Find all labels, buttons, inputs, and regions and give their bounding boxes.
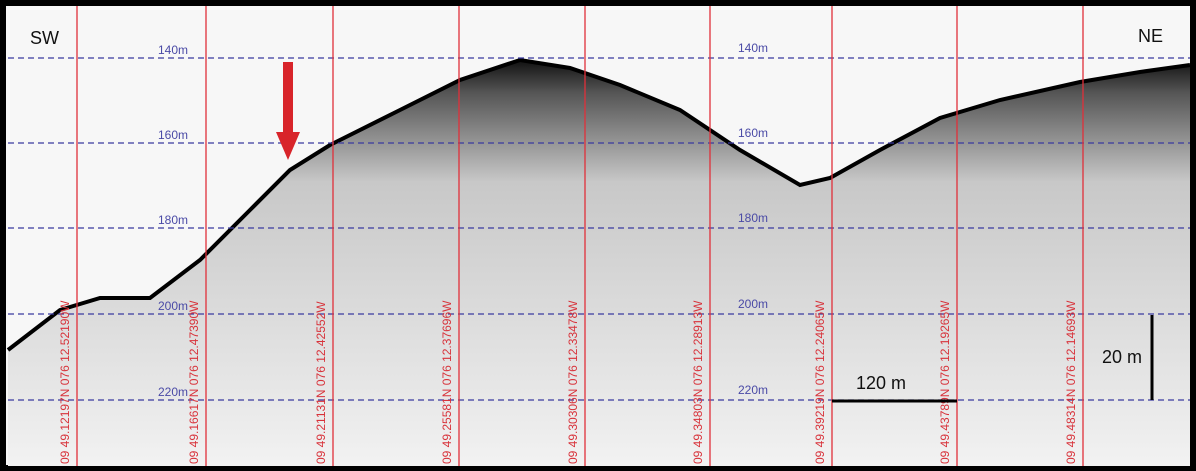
depth-label: 140m bbox=[738, 41, 768, 55]
track-label: 09 49.43789N 076 12.19265W bbox=[938, 300, 952, 464]
depth-label: 180m bbox=[738, 211, 768, 225]
track-label: 09 49.48314N 076 12.14693W bbox=[1064, 300, 1078, 464]
track-label: 09 49.21131N 076 12.42552W bbox=[314, 301, 328, 464]
depth-label: 220m bbox=[738, 383, 768, 397]
depth-label: 160m bbox=[158, 128, 188, 142]
depth-label: 180m bbox=[158, 213, 188, 227]
track-label: 09 49.34803N 076 12.28913W bbox=[691, 300, 705, 464]
page: {"direction_labels": {"left": "SW", "rig… bbox=[0, 0, 1196, 471]
direction-right: NE bbox=[1138, 26, 1163, 46]
depth-label: 200m bbox=[158, 299, 188, 313]
horizontal-scale-label: 120 m bbox=[856, 373, 906, 393]
track-label: 09 49.39219N 076 12.24065W bbox=[813, 300, 827, 464]
depth-label: 220m bbox=[158, 385, 188, 399]
track-label: 09 49.30306N 076 12.33478W bbox=[566, 300, 580, 464]
sonar-profile: 140m 160m 180m 200m 220m 140m 160m 180m 200m 220m… bbox=[0, 0, 1196, 471]
depth-label: 160m bbox=[738, 126, 768, 140]
direction-left: SW bbox=[30, 28, 59, 48]
vertical-scale-label: 20 m bbox=[1102, 347, 1142, 367]
track-label: 09 49.25581N 076 12.37696W bbox=[440, 300, 454, 464]
depth-label: 140m bbox=[158, 43, 188, 57]
track-label: 09 49.16617N 076 12.47390W bbox=[187, 300, 201, 464]
depth-label: 200m bbox=[738, 297, 768, 311]
track-label: 09 49.12197N 076 12.52190W bbox=[58, 300, 72, 464]
